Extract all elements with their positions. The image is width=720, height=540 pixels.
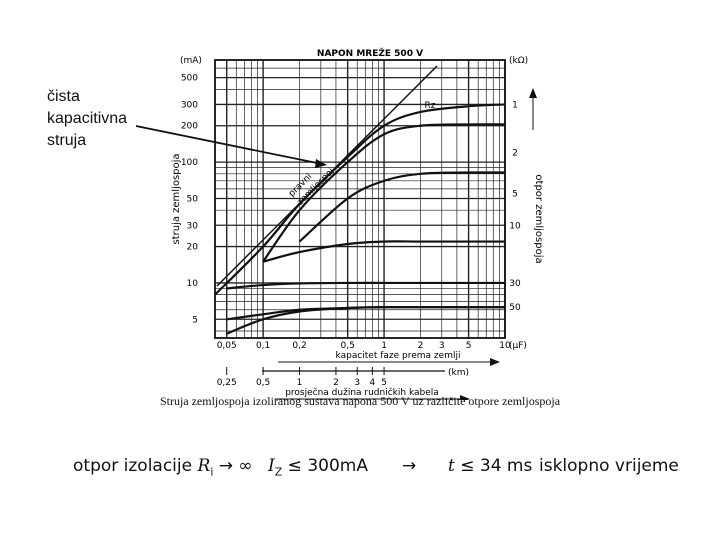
y-tick-label: 100	[181, 158, 198, 168]
clean-capacitive-current-annotation: čista kapacitivna struja	[47, 86, 127, 152]
formula-rel-1: → ∞	[213, 456, 253, 476]
km-arrowhead	[460, 395, 470, 400]
y-tick-label: 50	[187, 194, 199, 204]
implies-arrow: →	[402, 456, 417, 476]
km-tick-label: 2	[333, 378, 339, 388]
annotation-line-1: čista	[47, 88, 80, 105]
km-unit-label: (km)	[448, 368, 469, 378]
y-tick-label: 500	[181, 74, 198, 84]
right-axis-label: 30	[509, 279, 521, 289]
annotation-arrowhead	[315, 159, 327, 168]
x-tick-label: 0,05	[217, 341, 237, 351]
y-tick-label: 10	[187, 279, 199, 289]
fault-current-formula: IZ ≤ 300mA	[268, 456, 368, 478]
y-tick-label: 200	[181, 122, 198, 132]
x-arrowhead	[490, 358, 500, 366]
y-unit-label: (mA)	[180, 56, 202, 66]
series-curve-Rz	[214, 103, 506, 296]
formula-sub-i: i	[210, 465, 214, 479]
formula-var-i: I	[268, 456, 275, 476]
formula-rel-2: ≤ 300mA	[282, 456, 368, 476]
km-tick-label: 3	[354, 378, 360, 388]
formula-sub-z: Z	[274, 465, 283, 479]
formula-var-t: t	[448, 456, 455, 476]
y-tick-label: 5	[192, 315, 198, 325]
y-tick-label: 20	[187, 243, 199, 253]
right-axis-label: 5	[512, 189, 518, 199]
figure-caption: Struja zemljospoja izoliranog sustava na…	[159, 394, 561, 408]
right-axis-arrowhead	[529, 88, 537, 98]
insulation-resistance-formula: otpor izolacije Ri → ∞	[73, 456, 253, 478]
km-axis-title: prosječna dužina rudničkih kabela	[285, 387, 439, 398]
ground-fault-current-chart: (mA) NAPON MREŽE 500 V (kΩ) 5 10 20 30 50 100 200…	[135, 47, 544, 400]
chart-frame	[214, 59, 506, 339]
plot-border	[214, 59, 506, 339]
formula-text-1: otpor izolacije	[73, 456, 198, 476]
km-tick-label: 1	[297, 378, 303, 388]
series-curve-2	[298, 171, 506, 243]
x-axis-title: kapacitet faze prema zemlji	[336, 351, 461, 361]
x-tick-label: 3	[439, 341, 445, 351]
trip-time-label: isklopno vrijeme	[539, 456, 679, 476]
trip-time-formula: t ≤ 34 ms	[448, 456, 532, 476]
x-tick-label: 0,2	[292, 341, 306, 351]
x-unit-label: (μF)	[509, 341, 527, 351]
km-tick-label: 4	[369, 378, 375, 388]
chart-series	[214, 65, 506, 335]
right-axis-label: 10	[509, 221, 521, 231]
right-axis-label: 1	[512, 100, 518, 110]
x-tick-label: 1	[381, 341, 387, 351]
annotation-line-3: struja	[47, 132, 87, 149]
series-curve-50	[226, 305, 505, 335]
annotation-line-2: kapacitivna	[47, 110, 128, 127]
chart-grid	[214, 59, 506, 338]
km-tick-label: 0,5	[256, 378, 270, 388]
right-axis-label: 2	[512, 149, 518, 159]
rz-curve-label: Rz	[424, 101, 435, 111]
annotation-arrow-line	[135, 125, 323, 165]
line-label: pravnizemljospoj	[287, 158, 336, 207]
x-tick-label: 0,1	[256, 341, 270, 351]
chart-labels: (mA) NAPON MREŽE 500 V (kΩ) 5 10 20 30 50 100 200…	[135, 47, 544, 400]
x-tick-label: 0,5	[340, 341, 354, 351]
y2-unit-label: (kΩ)	[509, 56, 528, 66]
series-curve-1	[262, 123, 506, 263]
x-tick-label: 10	[499, 341, 511, 351]
y2-axis-title: otpor zemljospoja	[533, 174, 544, 263]
right-axis-label: 50	[509, 303, 521, 313]
x-tick-label: 2	[418, 341, 424, 351]
series-curve-5	[262, 240, 505, 263]
y-tick-label: 30	[187, 221, 199, 231]
chart-title: NAPON MREŽE 500 V	[317, 47, 423, 59]
y-axis-title: struja zemljospoja	[171, 153, 182, 244]
series-curve-10	[226, 281, 505, 290]
formula-var-r: R	[197, 456, 211, 476]
y-tick-label: 300	[181, 100, 198, 110]
km-tick-label: 0,25	[217, 378, 237, 388]
km-tick-label: 5	[381, 378, 387, 388]
x-tick-label: 5	[466, 341, 472, 351]
formula-rel-3: ≤ 34 ms	[454, 456, 533, 476]
